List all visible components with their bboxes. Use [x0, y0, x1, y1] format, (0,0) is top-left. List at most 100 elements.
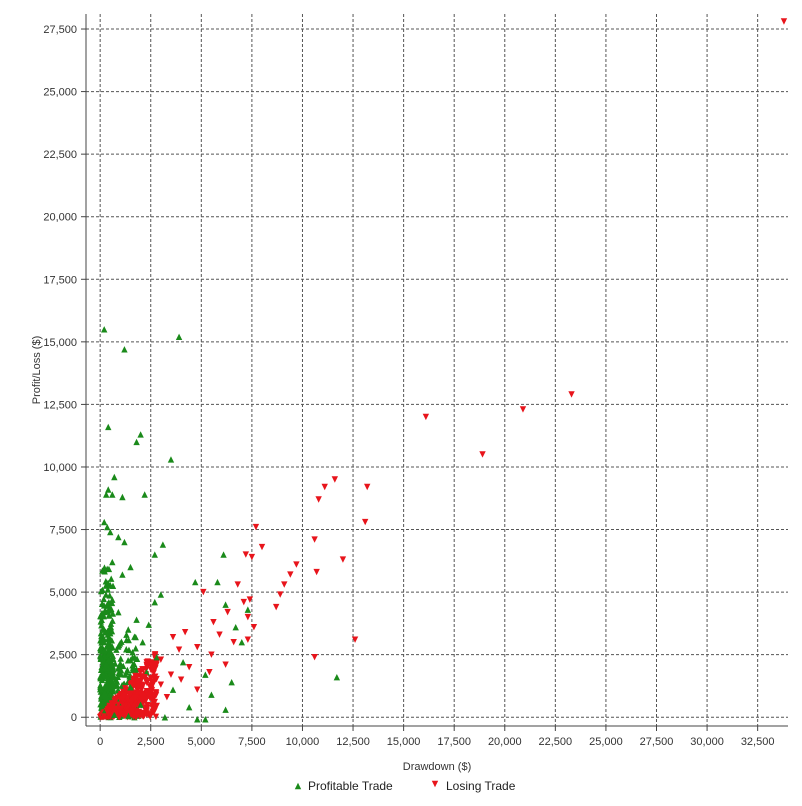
losing-trade-point [248, 553, 256, 561]
y-tick-label: 7,500 [49, 525, 77, 537]
losing-trade-point [479, 451, 486, 458]
profitable-trade-point [97, 587, 105, 595]
losing-trade-point [311, 653, 318, 661]
profitable-trade-point [102, 683, 109, 690]
losing-trade-point [200, 588, 207, 596]
profitable-trade-point [222, 706, 229, 713]
profitable-trade-point [143, 668, 150, 676]
y-tick-label: 27,500 [43, 24, 77, 36]
losing-trade-point [143, 663, 151, 670]
losing-trade-point [140, 713, 147, 720]
profitable-trade-point [99, 671, 107, 678]
losing-trade-point [151, 659, 159, 667]
x-axis-title: Drawdown ($) [403, 761, 471, 773]
losing-trade-point [339, 556, 347, 563]
losing-trade-point [120, 692, 128, 699]
profitable-trade-point [101, 626, 108, 633]
profitable-trade-point [127, 684, 134, 691]
profitable-trade-point [185, 704, 193, 711]
grid-lines [86, 14, 788, 726]
losing-trade-point [167, 671, 175, 678]
losing-trade-point [127, 681, 135, 688]
profitable-trade-point [98, 676, 106, 684]
losing-trade-point [240, 598, 247, 606]
losing-trade-point [111, 706, 118, 713]
losing-trade-point [258, 543, 266, 551]
losing-trade-point [137, 691, 145, 698]
losing-trade-point [118, 704, 126, 711]
profitable-trade-point [97, 654, 105, 661]
losing-trade-point [780, 18, 788, 25]
profitable-trade-point [109, 558, 116, 566]
profitable-trade-point [108, 599, 116, 607]
profitable-trade-point [109, 582, 117, 589]
losing-trade-point [181, 628, 189, 636]
profitable-trade-point [123, 636, 130, 643]
legend-item-losing: Losing Trade [431, 779, 516, 793]
x-tick-label: 30,000 [690, 736, 724, 748]
losing-trade-point [105, 710, 112, 717]
profitable-trade-point [179, 658, 187, 666]
losing-trade-point [568, 391, 575, 398]
profitable-trade-point [107, 623, 114, 630]
profitable-trade-point [141, 491, 148, 498]
losing-trade-point [281, 581, 288, 588]
profitable-trade-point [232, 623, 239, 631]
losing-trade-point [149, 698, 156, 705]
losing-trade-point [315, 496, 322, 503]
profitable-trade-point [121, 346, 128, 353]
profitable-trade-point [159, 541, 167, 548]
losing-trade-point [293, 561, 300, 568]
profitable-trade-point [133, 616, 140, 623]
y-tick-label: 17,500 [43, 274, 77, 286]
profitable-trade-point [244, 606, 252, 613]
losing-trade-point [141, 706, 149, 713]
profitable-trade-point [103, 673, 110, 680]
profitable-trade-point [228, 679, 235, 686]
profitable-trade-point [127, 563, 134, 571]
losing-trade-point [124, 709, 131, 717]
profitable-trade-point [113, 646, 120, 653]
losing-trade-point [113, 695, 120, 703]
profitable-trade-point [119, 571, 126, 578]
profitable-trade-point [97, 685, 104, 693]
profitable-trade-point [123, 631, 130, 638]
losing-trade-point [150, 679, 157, 687]
profitable-trade-point [194, 716, 201, 723]
x-tick-label: 0 [97, 736, 103, 748]
losing-trade-point [244, 613, 252, 621]
profitable-trade-point [103, 694, 110, 701]
losing-trade-point [175, 646, 183, 653]
losing-trade-point [163, 694, 171, 701]
losing-trade-point [250, 623, 258, 631]
losing-trade-point [351, 636, 359, 643]
y-axis-title: Profit/Loss ($) [31, 336, 43, 404]
profitable-trade-point [109, 617, 116, 624]
losing-trade-point [222, 661, 229, 668]
profitable-trade-point [108, 628, 116, 635]
losing-trade-point [143, 711, 150, 718]
profitable-trade-point [98, 701, 106, 708]
losing-trade-point [139, 666, 146, 673]
y-tick-label: 12,500 [43, 399, 77, 411]
profitable-trade-point [137, 701, 144, 708]
losing-trade-point [121, 712, 128, 720]
x-tick-label: 7,500 [238, 736, 266, 748]
profitable-trade-point [208, 691, 215, 698]
x-tick-label: 12,500 [336, 736, 370, 748]
x-tick-label: 27,500 [640, 736, 674, 748]
profitable-trade-point [111, 711, 118, 718]
tick-labels: 0 2,500 5,000 7,500 10,000 12,500 15,000 17,500… [43, 24, 774, 748]
losing-trade-point [277, 591, 284, 598]
losing-trade-point [194, 686, 201, 693]
profitable-trade-point [125, 626, 132, 633]
legend-label-profitable: Profitable Trade [308, 779, 393, 793]
profitable-trade-point [121, 538, 128, 546]
losing-trade-point [132, 697, 140, 704]
losing-trade-point [138, 686, 145, 693]
profitable-trade-point [202, 671, 209, 678]
losing-trade-point [147, 674, 155, 682]
losing-trade-point [252, 523, 260, 531]
losing-trade-point [148, 662, 156, 669]
